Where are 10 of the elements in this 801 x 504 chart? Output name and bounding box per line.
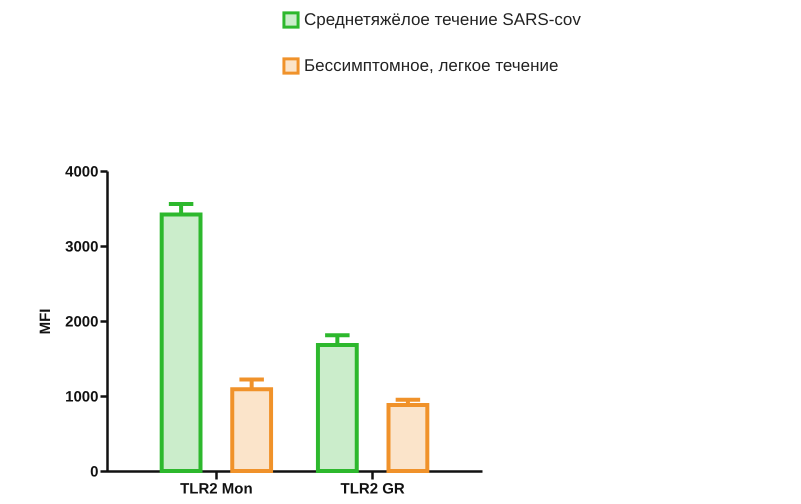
y-tick-label: 3000 [65,238,98,256]
y-tick-label: 0 [90,464,98,480]
y-tick-label: 2000 [65,314,98,330]
legend-label: Бессимптомное, легкое течение [304,56,558,75]
x-tick-label: TLR2 GR [340,480,405,498]
y-tick-label: 1000 [65,388,98,406]
legend-label: Среднетяжёлое течение SARS-cov [304,10,582,29]
x-tick-label: TLR2 Mon [180,480,253,498]
y-axis-title: MFI [37,308,54,334]
y-tick-label: 4000 [65,164,98,180]
